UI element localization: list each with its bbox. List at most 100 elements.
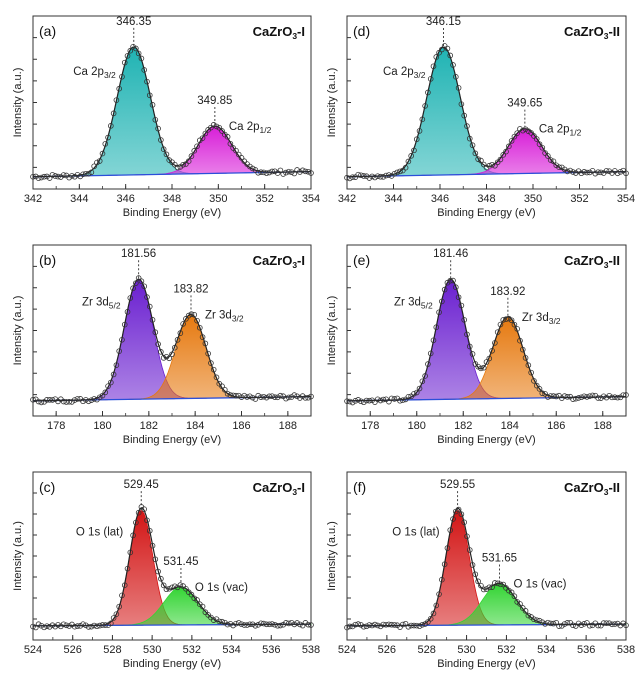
data-point [216,618,223,625]
data-point [572,395,579,402]
data-point [545,394,551,400]
data-point [386,172,392,178]
x-tick-label: 182 [454,420,472,432]
data-point [363,397,370,404]
data-point [522,126,529,133]
data-point [623,170,629,177]
data-point [453,74,459,80]
data-point [536,141,543,147]
data-point [355,621,361,627]
data-point [522,355,529,361]
data-point [269,393,275,399]
data-point [66,623,72,629]
x-tick-label: 352 [255,193,273,205]
data-point [208,360,214,366]
data-point [71,623,78,630]
data-point [472,150,479,157]
data-point [581,169,587,175]
data-point [483,164,490,171]
data-point [108,123,114,129]
data-point [427,350,434,357]
data-point [299,393,306,399]
peak-value-label: 346.35 [116,16,151,28]
data-point [160,355,167,361]
data-point [461,519,467,526]
data-point [522,608,529,614]
data-point [247,163,253,170]
peak-value-label: 529.55 [440,479,475,491]
xps-panel-b: 178 180 182 184 186 188 Binding Energy (eV) Int… [12,244,314,446]
data-point [564,394,571,400]
data-point [308,393,314,400]
data-point [80,171,86,178]
data-point [572,170,579,176]
data-point [416,385,423,392]
data-point [216,124,223,131]
data-point [511,321,518,328]
data-point [230,392,236,399]
data-point [533,136,540,142]
data-point [49,622,56,628]
data-point [63,622,70,629]
data-point [180,161,186,168]
data-point [486,355,493,362]
data-point [570,169,576,175]
data-point [297,169,303,175]
data-point [547,157,554,163]
data-point [497,321,504,328]
data-point [249,621,256,628]
panel-label: (b) [39,252,56,268]
x-tick-label: 178 [361,420,379,432]
data-point [427,616,434,622]
data-point [500,152,507,158]
data-point [358,622,364,628]
data-point [52,173,59,179]
y-axis-label: Intensity (a.u.) [12,521,24,591]
sample-name: CaZrO3-II [564,24,620,41]
data-point [430,63,437,70]
x-tick-label: 184 [186,420,204,432]
peak-name-label: Ca 2p3/2 [73,66,116,80]
data-point [30,396,36,403]
data-point [235,392,242,399]
data-point [152,117,159,123]
data-point [102,141,109,147]
data-point [152,556,159,563]
data-point [525,362,532,369]
data-point [144,294,150,300]
data-point [199,334,206,340]
data-point [158,575,164,582]
x-tick-label: 534 [222,644,240,656]
data-point [74,172,81,178]
peak-value-label: 181.46 [433,248,468,260]
data-point [244,622,250,628]
data-point [269,168,275,175]
data-point [274,622,281,629]
data-point [213,123,220,130]
data-point [60,621,67,628]
data-point [556,164,562,170]
data-point [144,78,150,85]
data-point [235,620,242,626]
data-point [308,170,314,176]
data-point [519,346,526,353]
peak-name-label: O 1s (lat) [392,526,439,538]
y-axis-label: Intensity (a.u.) [12,68,24,138]
data-point [419,621,426,628]
data-point [110,371,117,378]
data-point [297,395,303,401]
data-point [108,620,114,627]
data-point [230,622,236,629]
data-point [288,394,295,400]
x-tick-label: 536 [262,644,280,656]
data-point [439,46,445,53]
data-point [213,374,220,381]
data-point [486,162,493,169]
data-point [542,150,548,156]
data-point [163,353,170,360]
data-point [436,309,442,316]
data-point [386,621,392,628]
data-point [349,399,356,406]
data-point [38,174,45,181]
data-point [433,602,440,609]
